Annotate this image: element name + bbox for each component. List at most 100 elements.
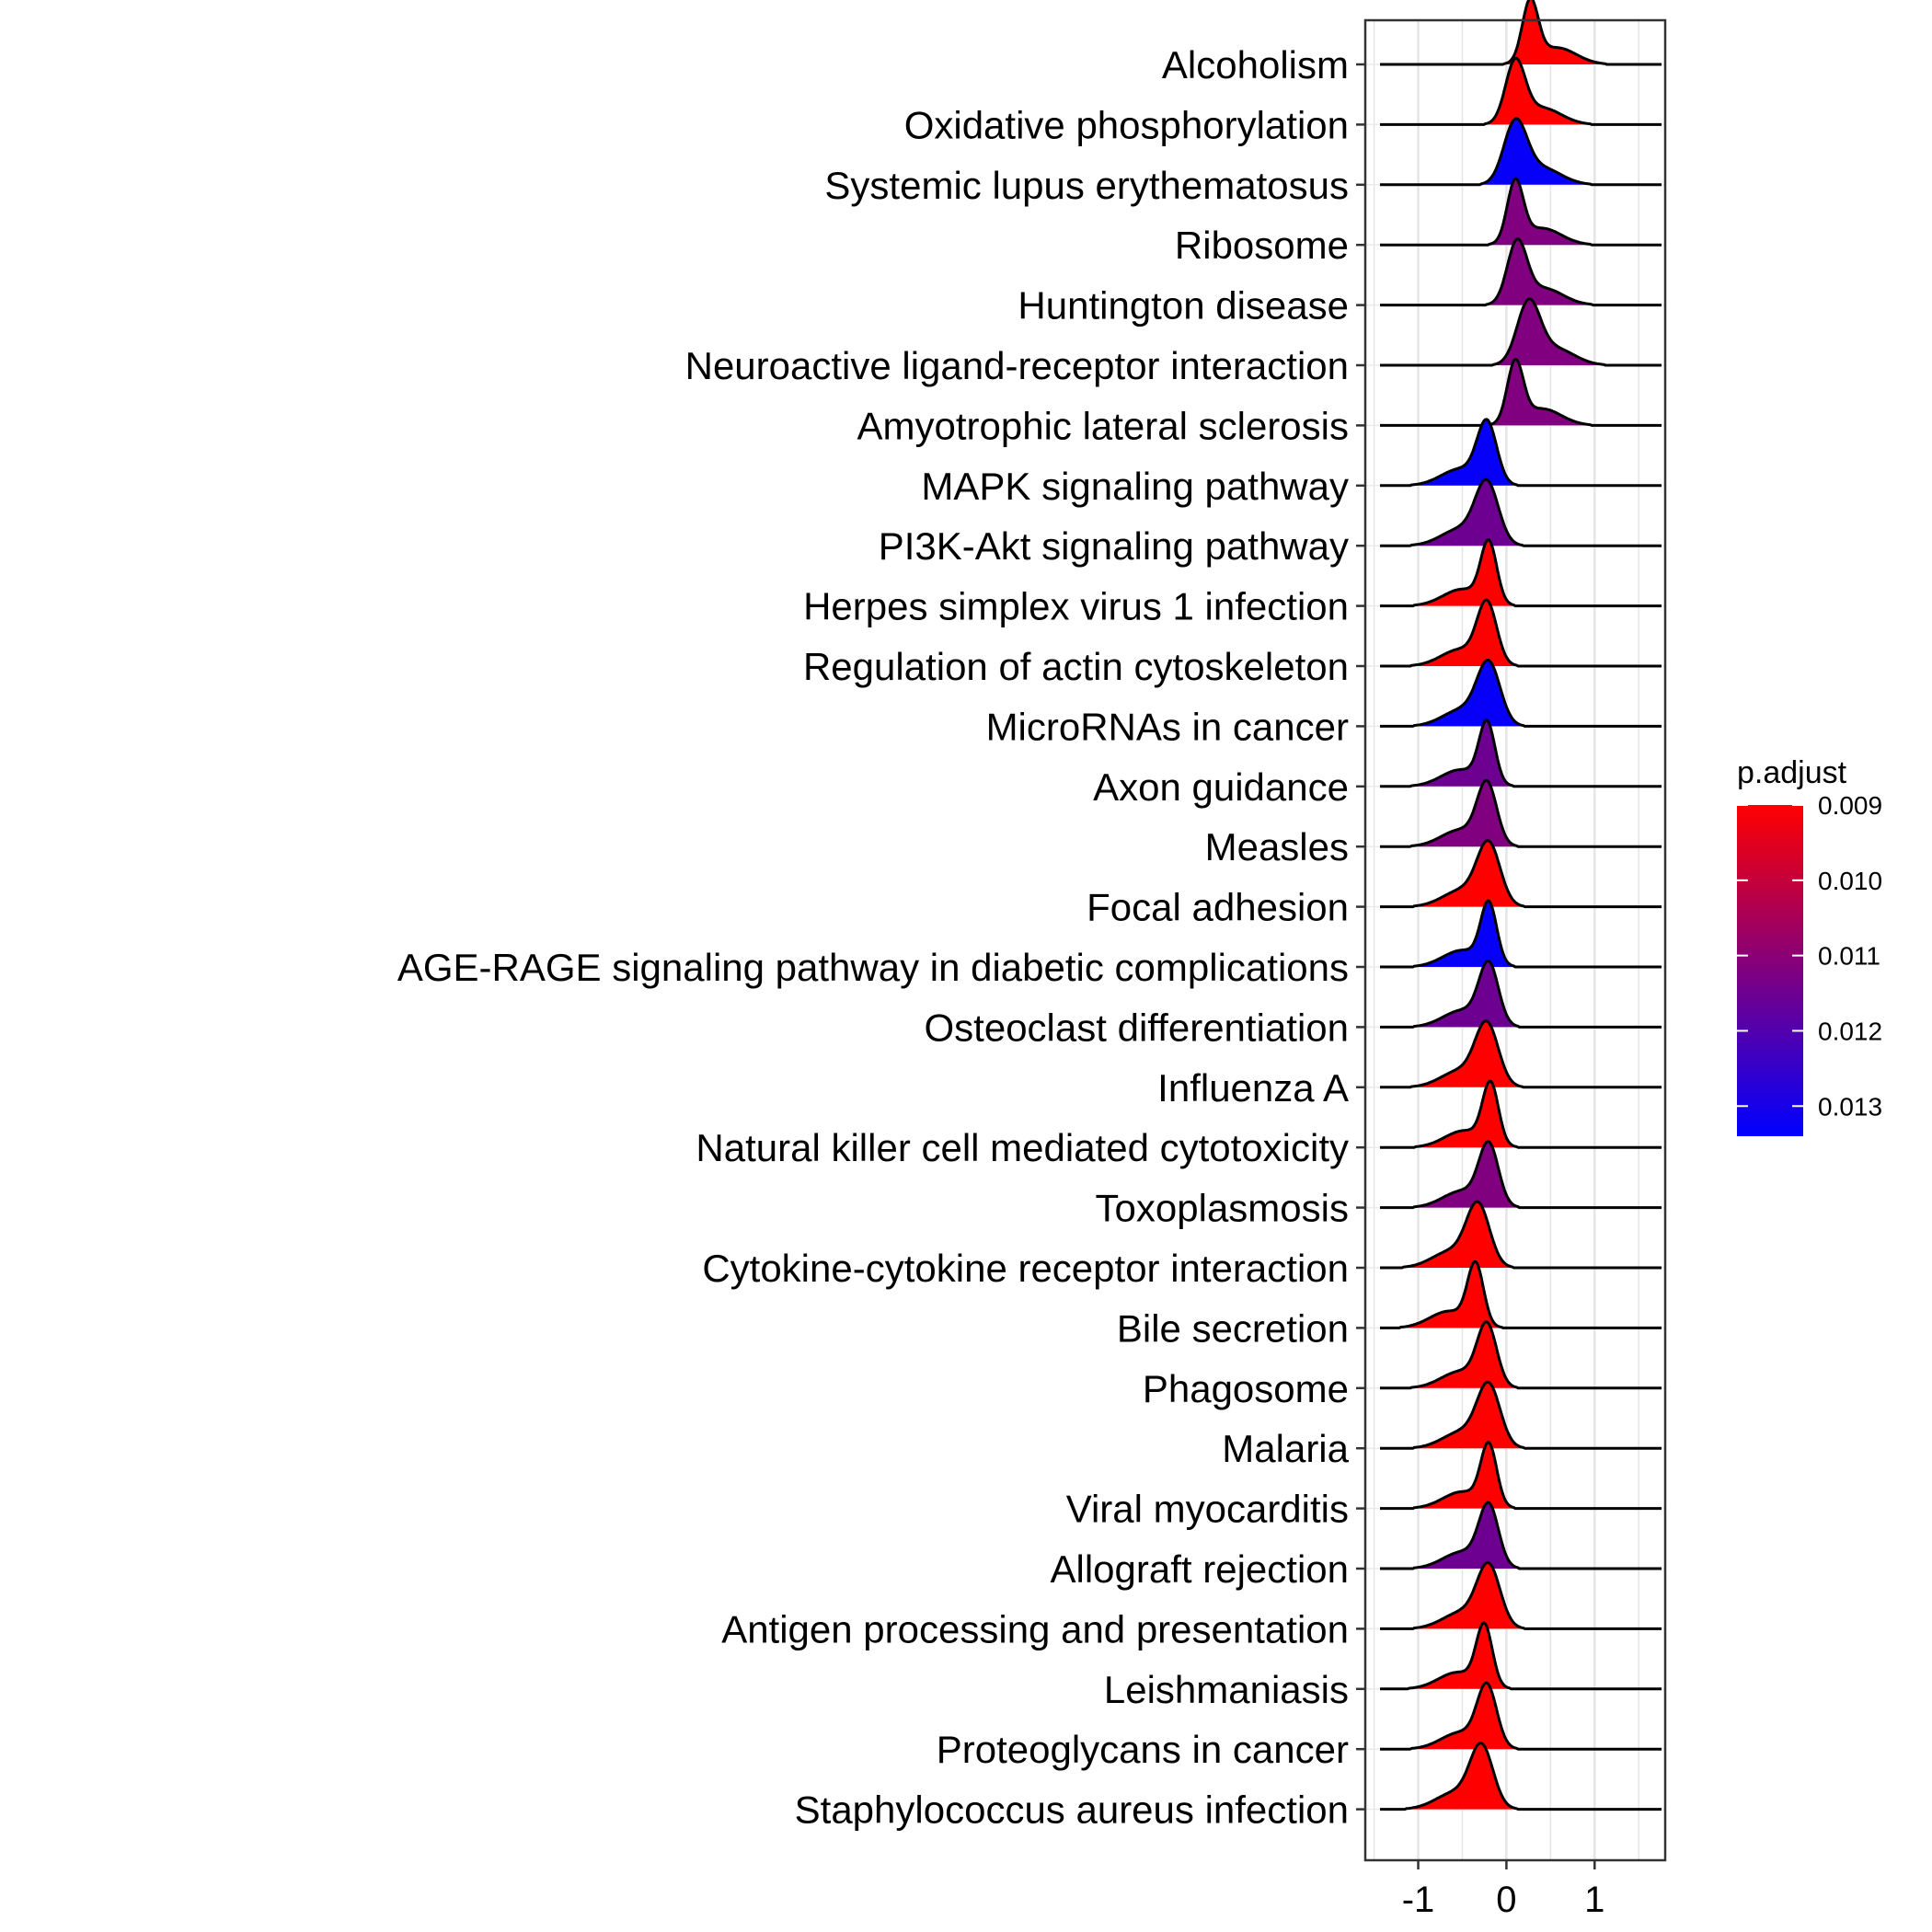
x-tick-label: -1 [1402,1880,1435,1920]
ridge-fill [1380,780,1662,847]
category-label: Cytokine-cytokine receptor interaction [702,1247,1349,1290]
ridge-fill [1380,359,1662,426]
ridge-outline [1378,598,1663,668]
category-label: PI3K-Akt signaling pathway [879,524,1349,568]
category-label: Staphylococcus aureus infection [795,1788,1349,1832]
ridge-fill [1380,960,1662,1028]
ridge-outline [1378,538,1663,608]
ridge-outline [1378,1501,1663,1570]
ridge-outline [1378,959,1663,1029]
category-label: Viral myocarditis [1066,1488,1349,1531]
ridge-outline [1378,839,1663,909]
ridge-outline [1378,357,1663,427]
ridge-outline [1378,117,1663,187]
category-label: Huntington disease [1018,284,1349,328]
category-label: Ribosome [1175,224,1349,267]
ridge-outline [1378,1681,1663,1751]
ridge-fill [1380,660,1662,727]
ridge-outline [1378,1079,1663,1149]
ridge-fill [1380,419,1662,486]
x-tick-label: 1 [1584,1880,1604,1920]
category-label: Oxidative phosphorylation [904,103,1349,146]
ridge-fill [1380,1742,1662,1810]
ridge-fill [1380,719,1662,787]
category-label: Influenza A [1157,1066,1349,1110]
ridge-fill [1380,238,1662,305]
category-label: Focal adhesion [1087,886,1349,929]
ridge-fill [1380,1622,1662,1689]
ridge-fill [1380,1141,1662,1208]
ridge-fill [1380,901,1662,967]
ridge-outline [1378,1320,1663,1390]
ridge-fill [1380,1562,1662,1629]
category-label: Antigen processing and presentation [721,1607,1349,1650]
ridge-outline [1378,1019,1663,1089]
ridge-fill [1380,299,1662,365]
category-label: AGE-RAGE signaling pathway in diabetic c… [397,946,1349,989]
category-label: Phagosome [1143,1367,1349,1410]
ridge-outline [1378,1742,1663,1811]
y-axis-labels: Alcoholism Oxidative phosphorylation Syste… [397,43,1365,1832]
category-label: Alcoholism [1162,43,1349,86]
ridge-fill [1380,118,1662,185]
ridge-fill [1380,479,1662,546]
ridge-outline [1378,0,1663,66]
category-label: Neuroactive ligand-receptor interaction [685,344,1349,387]
ridge-outline [1378,1380,1663,1450]
category-label: Herpes simplex virus 1 infection [803,585,1349,628]
ridge-fill [1380,1202,1662,1268]
ridge-outline [1378,237,1663,307]
ridge-outline [1378,56,1663,126]
ridge-outline [1378,1441,1663,1511]
ridge-outline [1378,1200,1663,1270]
category-label: Bile secretion [1117,1306,1349,1350]
ridge-outline [1378,418,1663,488]
x-axis: -1 0 1 [1402,1860,1604,1920]
ridge-fill [1380,58,1662,125]
ridge-outline [1378,899,1663,969]
ridge-outline [1378,177,1663,247]
category-label: Axon guidance [1093,765,1349,809]
ridge-fill [1380,1683,1662,1750]
category-label: Toxoplasmosis [1096,1187,1349,1230]
ridge-fill [1380,1020,1662,1087]
legend-tick-label: 0.013 [1818,1092,1882,1121]
category-label: Regulation of actin cytoskeleton [803,645,1349,688]
legend-tick-label: 0.011 [1818,942,1880,971]
ridge-fill [1380,1081,1662,1148]
panel-border [1363,18,1667,1862]
legend-colorbar [1737,805,1803,1136]
ridges [1378,0,1663,1811]
ridge-fill [1380,539,1662,606]
category-label: MAPK signaling pathway [921,465,1349,508]
ridge-fill [1380,1442,1662,1509]
legend-tick-label: 0.012 [1818,1017,1882,1045]
category-label: Leishmaniasis [1104,1668,1349,1711]
category-label: Allograft rejection [1051,1547,1350,1591]
ridge-fill [1380,600,1662,666]
category-label: Natural killer cell mediated cytotoxicit… [696,1126,1349,1169]
legend-tick-label: 0.009 [1818,791,1882,820]
ridge-outline [1378,297,1663,367]
category-label: Malaria [1222,1427,1349,1470]
ridge-outline [1378,1140,1663,1210]
ridge-outline [1378,658,1663,728]
ridge-fill [1380,178,1662,246]
ridge-fill [1380,1321,1662,1388]
ridge-outline [1378,1259,1663,1329]
ridge-fill [1380,1502,1662,1569]
category-label: Systemic lupus erythematosus [824,164,1349,207]
ridge-fill [1380,1261,1662,1328]
legend-ticks: 0.009 0.010 0.011 0.012 0.013 [1737,791,1882,1121]
ridge-outline [1378,1621,1663,1691]
ridge-fill [1380,1382,1662,1449]
legend-tick-label: 0.010 [1818,867,1882,895]
category-label: Amyotrophic lateral sclerosis [857,404,1349,447]
category-label: Measles [1205,825,1349,868]
ridge-outline [1378,477,1663,547]
x-tick-label: 0 [1496,1880,1516,1920]
category-label: Proteoglycans in cancer [937,1728,1349,1771]
category-label: MicroRNAs in cancer [986,705,1349,748]
category-label: Osteoclast differentiation [925,1006,1350,1049]
